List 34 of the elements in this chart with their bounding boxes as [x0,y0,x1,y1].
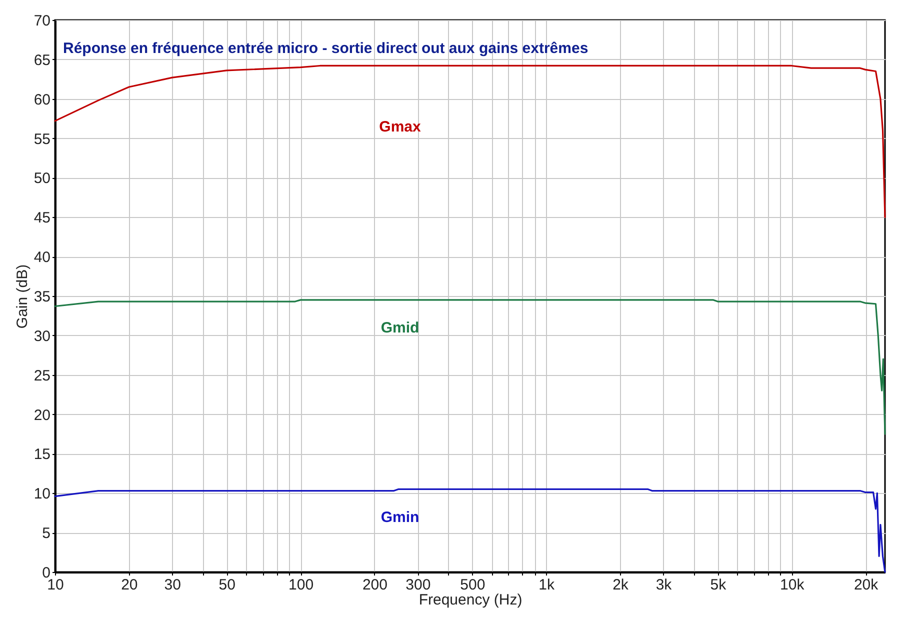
y-tick-label: 45 [34,210,50,227]
y-tick-label: 50 [34,170,50,188]
text: Réponse en fréquence entrée micro - sortie direct out aux gains extrêmes [63,40,588,57]
x-tick-label: 50 [218,576,236,594]
x-tick-label: 300 [406,576,431,594]
x-tick-label: 30 [164,576,181,594]
y-tick-label: 10 [34,486,50,503]
y-tick-label: 30 [34,328,50,345]
x-tick-label: 1k [538,576,556,594]
x-tick-label: 3k [656,576,672,594]
y-tick-label: 40 [34,249,50,266]
y-tick-label: 20 [34,406,50,424]
y-tick-label: 70 [34,12,50,30]
text: Gmax [379,118,422,136]
x-tick-label: 20 [121,576,138,594]
y-axis-title: Gain (dB) [14,264,31,329]
x-tick-label: 500 [460,576,486,594]
x-tick-label: 10k [780,576,805,594]
y-tick-label: 65 [34,52,50,69]
y-tick-label: 25 [34,367,50,384]
y-tick-label: 5 [42,525,50,542]
x-tick-label: 5k [710,576,727,594]
y-tick-label: 35 [34,288,50,306]
y-tick-label: 0 [42,564,50,582]
y-tick-label: 55 [34,130,50,148]
x-tick-label: 2k [612,576,629,594]
x-tick-label: 200 [362,576,388,594]
x-tick-label: 100 [288,576,314,594]
series-label: Gmid [380,320,420,337]
series-label: Gmin [380,508,420,526]
y-tick-label: 60 [34,91,50,108]
x-tick-label: 20k [854,576,879,594]
x-axis-title: Frequency (Hz) [418,592,522,608]
y-tick-label: 15 [34,446,50,464]
